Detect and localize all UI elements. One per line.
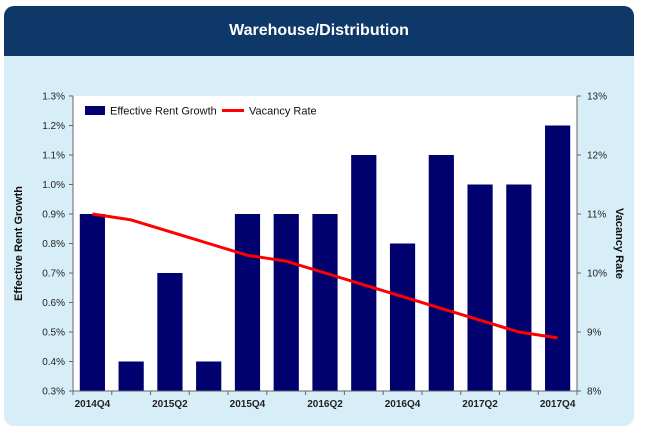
right-tick-label: 10%	[587, 269, 607, 280]
right-tick-label: 11%	[587, 210, 606, 221]
bar-2017Q2	[467, 184, 493, 391]
x-tick-label: 2016Q2	[307, 399, 343, 410]
left-tick-label: 1.0%	[42, 180, 65, 191]
x-tick-label: 2016Q4	[385, 399, 421, 410]
left-tick-label: 0.5%	[42, 328, 65, 339]
left-tick-label: 1.2%	[42, 121, 65, 132]
y-axis-label-right: Vacancy Rate	[613, 208, 625, 279]
right-tick-label: 12%	[587, 151, 607, 162]
left-tick-label: 0.7%	[42, 269, 65, 280]
right-tick-label: 13%	[587, 92, 607, 103]
chart-card: Warehouse/Distribution 0.3% 0.4% 0.5% 0.6% 0…	[4, 6, 634, 426]
y-axis-label: Effective Rent Growth	[13, 186, 25, 301]
legend-label-rent-growth: Effective Rent Growth	[110, 106, 217, 118]
bar-2015Q3	[196, 361, 222, 391]
vacancy-rate-line	[92, 212, 558, 340]
x-tick-label: 2015Q2	[152, 399, 188, 410]
x-tick-label: 2014Q4	[75, 399, 111, 410]
bar-2016Q1	[273, 214, 299, 391]
x-tick-label: 2017Q2	[462, 399, 498, 410]
bar-2017Q4	[545, 125, 571, 391]
left-tick-label: 0.8%	[42, 239, 65, 250]
legend-swatch-rent-growth	[85, 106, 105, 115]
x-tick-label: 2017Q4	[540, 399, 576, 410]
bar-2015Q1	[118, 361, 144, 391]
left-tick-label: 0.3%	[42, 387, 65, 398]
left-tick-label: 0.6%	[42, 298, 65, 309]
right-tick-label: 8%	[587, 387, 602, 398]
x-tick-label: 2015Q4	[230, 399, 266, 410]
bar-2015Q4	[234, 214, 261, 391]
bar-2014Q4	[79, 214, 105, 391]
bar-2015Q2	[157, 273, 183, 391]
legend-label-vacancy: Vacancy Rate	[249, 106, 317, 118]
left-tick-label: 1.1%	[42, 151, 65, 162]
right-tick-label: 9%	[587, 328, 602, 339]
chart-svg: 0.3% 0.4% 0.5% 0.6% 0.7% 0.8% 0.9% 1.0% 1.1% 1.2%…	[13, 92, 625, 411]
bar-2017Q1	[428, 155, 454, 391]
bar-2017Q3	[506, 184, 532, 391]
bar-2016Q2	[312, 214, 338, 391]
bar-2016Q3	[351, 155, 377, 391]
left-tick-label: 0.9%	[42, 210, 65, 221]
bar-2016Q4	[389, 243, 416, 391]
left-tick-label: 0.4%	[42, 357, 65, 368]
left-tick-label: 1.3%	[42, 92, 65, 103]
chart-title: Warehouse/Distribution	[4, 6, 634, 56]
